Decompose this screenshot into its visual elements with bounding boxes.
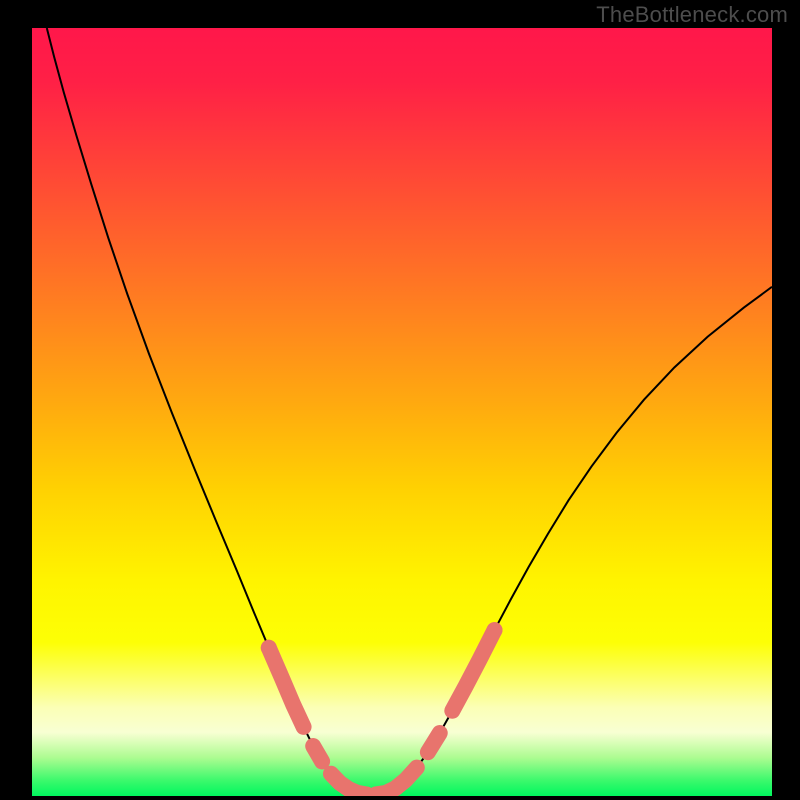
right-bead-segment bbox=[376, 768, 417, 795]
right-curve bbox=[376, 287, 772, 795]
right-bead-segment bbox=[428, 733, 440, 752]
left-bead-segment bbox=[313, 746, 322, 761]
left-bead-segment bbox=[269, 648, 304, 727]
plot-curve-layer bbox=[32, 28, 772, 796]
left-bead-segment bbox=[331, 774, 367, 795]
plot-panel bbox=[32, 28, 772, 796]
watermark-label: TheBottleneck.com bbox=[596, 2, 788, 28]
chart-frame: TheBottleneck.com bbox=[0, 0, 800, 800]
right-bead-segment bbox=[452, 630, 494, 711]
left-curve bbox=[47, 28, 367, 794]
